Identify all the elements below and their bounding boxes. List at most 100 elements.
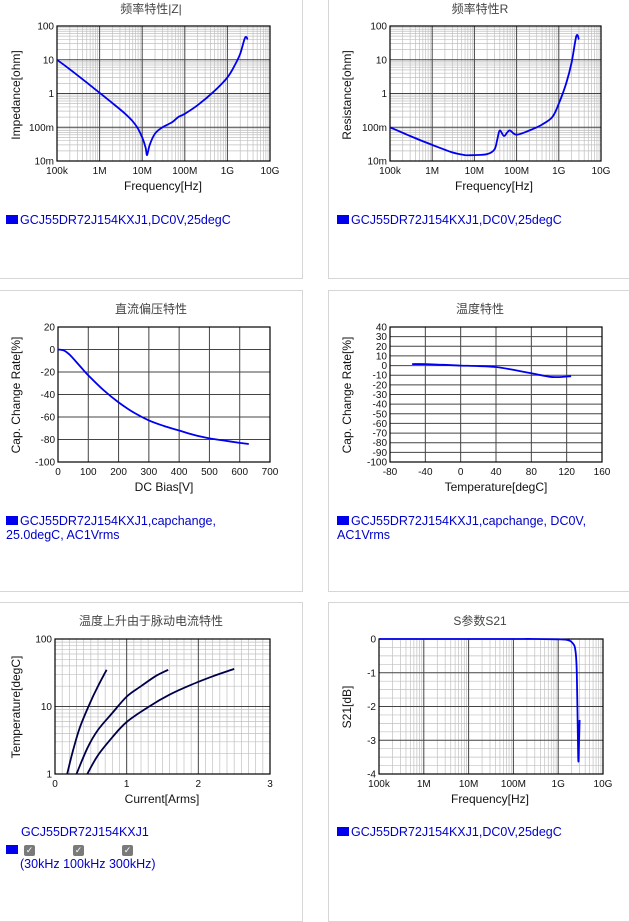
series-line-1 <box>412 363 572 379</box>
legend-label: GCJ55DR72J154KXJ1,DC0V,25degC <box>20 213 231 227</box>
plot-frame <box>57 326 271 463</box>
y-tick-label: 10m <box>368 157 387 168</box>
y-axis-label: S21[dB] <box>340 686 354 729</box>
y-tick-label: 30 <box>376 332 388 343</box>
x-tick-label: 1M <box>93 166 107 177</box>
plot-frame <box>54 638 271 775</box>
legend-label: GCJ55DR72J154KXJ1,DC0V,25degC <box>351 825 562 839</box>
x-tick-label: 1M <box>425 166 439 177</box>
legend-swatch <box>337 215 349 224</box>
chart-title: 频率特性|Z| <box>120 1 182 16</box>
x-axis-label: DC Bias[V] <box>135 480 194 494</box>
x-tick-label: 100k <box>379 166 402 177</box>
y-tick-label: 100 <box>37 22 54 33</box>
y-tick-label: -20 <box>41 368 56 379</box>
y-tick-label: -30 <box>373 390 388 401</box>
series-line-1 <box>390 34 580 157</box>
legend-swatch <box>337 827 349 836</box>
chart-legend: GCJ55DR72J154KXJ1,DC0V,25degC <box>6 213 231 227</box>
y-tick-label: 0 <box>49 345 55 356</box>
x-tick-label: 200 <box>110 467 127 478</box>
x-tick-label: 700 <box>262 467 279 478</box>
y-tick-label: -40 <box>41 390 56 401</box>
x-tick-label: 10M <box>132 166 151 177</box>
y-tick-label: -2 <box>367 702 376 713</box>
x-tick-label: 300 <box>141 467 158 478</box>
plot-frame <box>389 326 603 463</box>
y-tick-label: 40 <box>376 323 388 334</box>
s21-chart-panel: S参数S21 Frequency[Hz] S21[dB] 100k 1M 10M 10… <box>328 602 629 922</box>
x-tick-label: 500 <box>201 467 218 478</box>
frequency-toggles: ✓ ✓ ✓ (30kHz 100kHz 300kHz) <box>6 843 206 871</box>
series-line-1 <box>66 669 108 775</box>
y-axis-label: Resistance[ohm] <box>340 50 354 139</box>
dc-bias-chart: 直流偏压特性 DC Bias[V] Cap. Change Rate[%] 0 1… <box>9 301 279 494</box>
x-tick-label: -40 <box>418 467 433 478</box>
checkbox-100khz[interactable]: ✓ <box>73 845 84 857</box>
checkbox-close-paren: ) <box>151 857 156 871</box>
legend-line-1: GCJ55DR72J154KXJ1,capchange, DC0V, <box>351 514 587 528</box>
x-tick-label: 1 <box>124 779 130 790</box>
legend-line-1: GCJ55DR72J154KXJ1,capchange, <box>20 514 216 528</box>
legend-swatch <box>6 845 18 854</box>
x-axis-label: Frequency[Hz] <box>124 179 202 193</box>
x-tick-label: 1M <box>417 779 431 790</box>
chart-legend: GCJ55DR72J154KXJ1,DC0V,25degC <box>337 213 562 227</box>
y-tick-label: -10 <box>373 371 388 382</box>
x-tick-label: 100 <box>80 467 97 478</box>
x-axis-label: Current[Arms] <box>125 792 200 806</box>
y-tick-label: 100m <box>29 123 54 134</box>
legend-swatch <box>6 215 18 224</box>
y-tick-label: 1 <box>381 89 387 100</box>
y-axis-label: Cap. Change Rate[%] <box>340 337 354 454</box>
chart-legend: GCJ55DR72J154KXJ1,capchange, 25.0degC, A… <box>6 514 216 542</box>
series-line-2 <box>75 668 169 775</box>
x-tick-label: 400 <box>171 467 188 478</box>
y-axis-label: Cap. Change Rate[%] <box>9 337 23 454</box>
legend-line-2: 25.0degC, AC1Vrms <box>6 528 120 542</box>
y-tick-label: 20 <box>376 342 388 353</box>
x-tick-label: 1G <box>552 166 566 177</box>
y-axis-label: Temperature[degC] <box>9 656 23 759</box>
y-tick-label: 0 <box>381 361 387 372</box>
impedance-chart-panel: 频率特性|Z| Frequency[Hz] Impedance[ohm] 100… <box>0 0 303 279</box>
y-tick-label: 0 <box>370 635 376 646</box>
ripple-current-chart-panel: 温度上升由于脉动电流特性 Current[Arms] Temperature[d… <box>0 602 303 922</box>
y-tick-label: -4 <box>367 770 376 781</box>
series-line-3 <box>86 668 235 775</box>
y-tick-label: -100 <box>35 458 55 469</box>
x-tick-label: 100k <box>368 779 391 790</box>
x-tick-label: 10M <box>465 166 484 177</box>
x-axis-label: Frequency[Hz] <box>451 792 529 806</box>
x-tick-label: 160 <box>594 467 611 478</box>
series-line-1 <box>57 36 249 157</box>
y-tick-label: 10 <box>376 55 388 66</box>
y-tick-label: -80 <box>373 438 388 449</box>
y-tick-label: 10 <box>376 351 388 362</box>
y-tick-label: 100 <box>35 635 52 646</box>
y-tick-label: 1 <box>46 770 52 781</box>
checkbox-open-paren: ( <box>20 857 25 871</box>
chart-legend: GCJ55DR72J154KXJ1,DC0V,25degC <box>337 825 562 839</box>
y-tick-label: -40 <box>373 400 388 411</box>
y-axis-label: Impedance[ohm] <box>9 50 23 139</box>
checkbox-30khz[interactable]: ✓ <box>24 845 35 857</box>
checkbox-label-300khz: 300kHz <box>108 857 152 871</box>
y-tick-label: 100m <box>362 123 387 134</box>
chart-title: 温度上升由于脉动电流特性 <box>79 613 223 628</box>
y-tick-label: 10 <box>43 55 55 66</box>
x-tick-label: 3 <box>267 779 273 790</box>
checkbox-300khz[interactable]: ✓ <box>122 845 133 857</box>
legend-swatch <box>337 516 349 525</box>
series-line-1 <box>379 638 581 763</box>
x-tick-label: 120 <box>558 467 575 478</box>
y-tick-label: -20 <box>373 380 388 391</box>
series-line-1 <box>58 348 249 445</box>
s21-chart: S参数S21 Frequency[Hz] S21[dB] 100k 1M 10M 10… <box>340 613 613 806</box>
resistance-chart-panel: 频率特性R Frequency[Hz] Resistance[ohm] 100k… <box>328 0 629 279</box>
plot-frame <box>389 25 602 162</box>
y-tick-label: -3 <box>367 736 376 747</box>
y-tick-label: 10 <box>41 702 53 713</box>
y-tick-label: -60 <box>373 419 388 430</box>
chart-title: 温度特性 <box>456 301 504 316</box>
